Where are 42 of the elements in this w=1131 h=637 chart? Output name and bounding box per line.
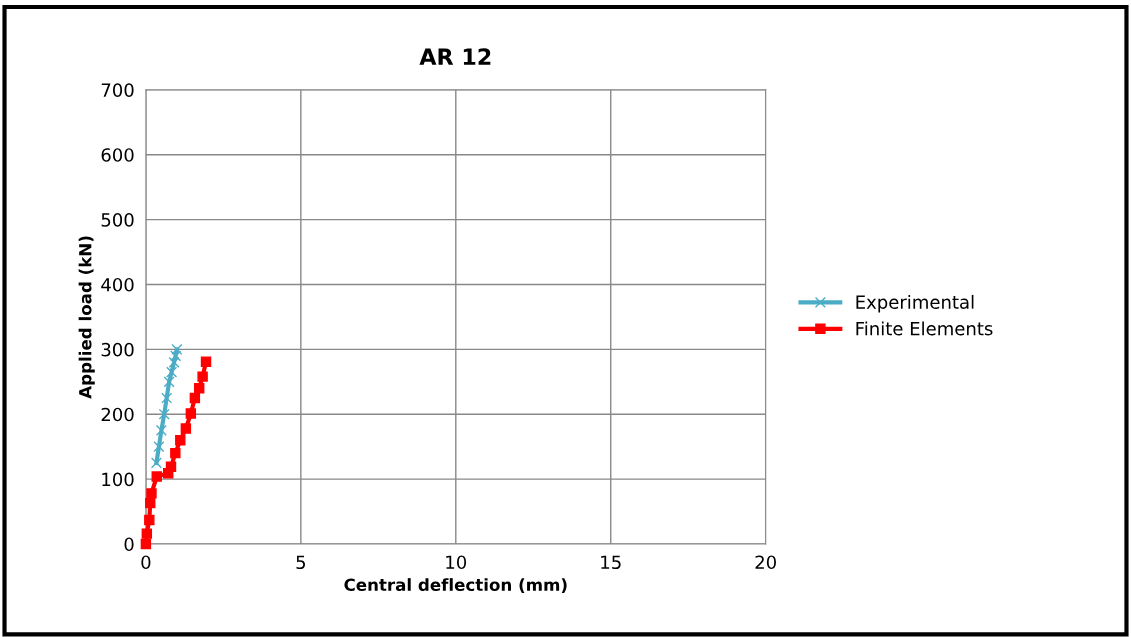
point xyxy=(144,514,155,526)
point xyxy=(161,392,173,404)
x-tick-label: 5 xyxy=(296,555,306,570)
point xyxy=(150,457,162,469)
y-tick-label: 500 xyxy=(101,213,134,227)
point xyxy=(151,471,162,482)
point xyxy=(168,356,180,368)
y-tick-label: 400 xyxy=(101,277,134,292)
x-tick-label: 0 xyxy=(141,555,151,570)
y-tick-label: 700 xyxy=(101,83,134,97)
point xyxy=(146,488,157,499)
y-axis-title: Applied load (kN) xyxy=(78,236,95,399)
point xyxy=(197,371,208,382)
y-tick-label: 100 xyxy=(102,472,134,487)
legend-label: Finite Elements xyxy=(856,321,993,336)
point xyxy=(166,366,178,378)
point xyxy=(155,424,167,437)
point xyxy=(175,434,186,446)
x-axis-title: Central deflection (mm) xyxy=(344,578,567,593)
point xyxy=(158,408,170,420)
point xyxy=(171,343,183,355)
x-tick-label: 10 xyxy=(446,555,467,570)
point xyxy=(153,441,165,453)
point xyxy=(200,356,212,367)
point xyxy=(170,447,181,459)
point xyxy=(180,423,192,434)
point xyxy=(165,461,177,472)
point xyxy=(193,383,205,394)
point xyxy=(163,376,175,388)
x-tick-label: 15 xyxy=(601,555,621,570)
point xyxy=(170,350,182,362)
chart-title: AR 12 xyxy=(419,48,491,65)
y-tick-label: 300 xyxy=(101,342,134,357)
point xyxy=(189,392,201,404)
y-tick-label: 600 xyxy=(101,148,134,162)
point xyxy=(141,528,153,539)
legend-label: Experimental xyxy=(856,294,974,313)
y-tick-label: 0 xyxy=(124,537,134,552)
x-tick-label: 20 xyxy=(755,555,776,570)
point xyxy=(140,538,152,550)
point xyxy=(185,408,197,419)
y-tick-label: 200 xyxy=(101,407,134,422)
